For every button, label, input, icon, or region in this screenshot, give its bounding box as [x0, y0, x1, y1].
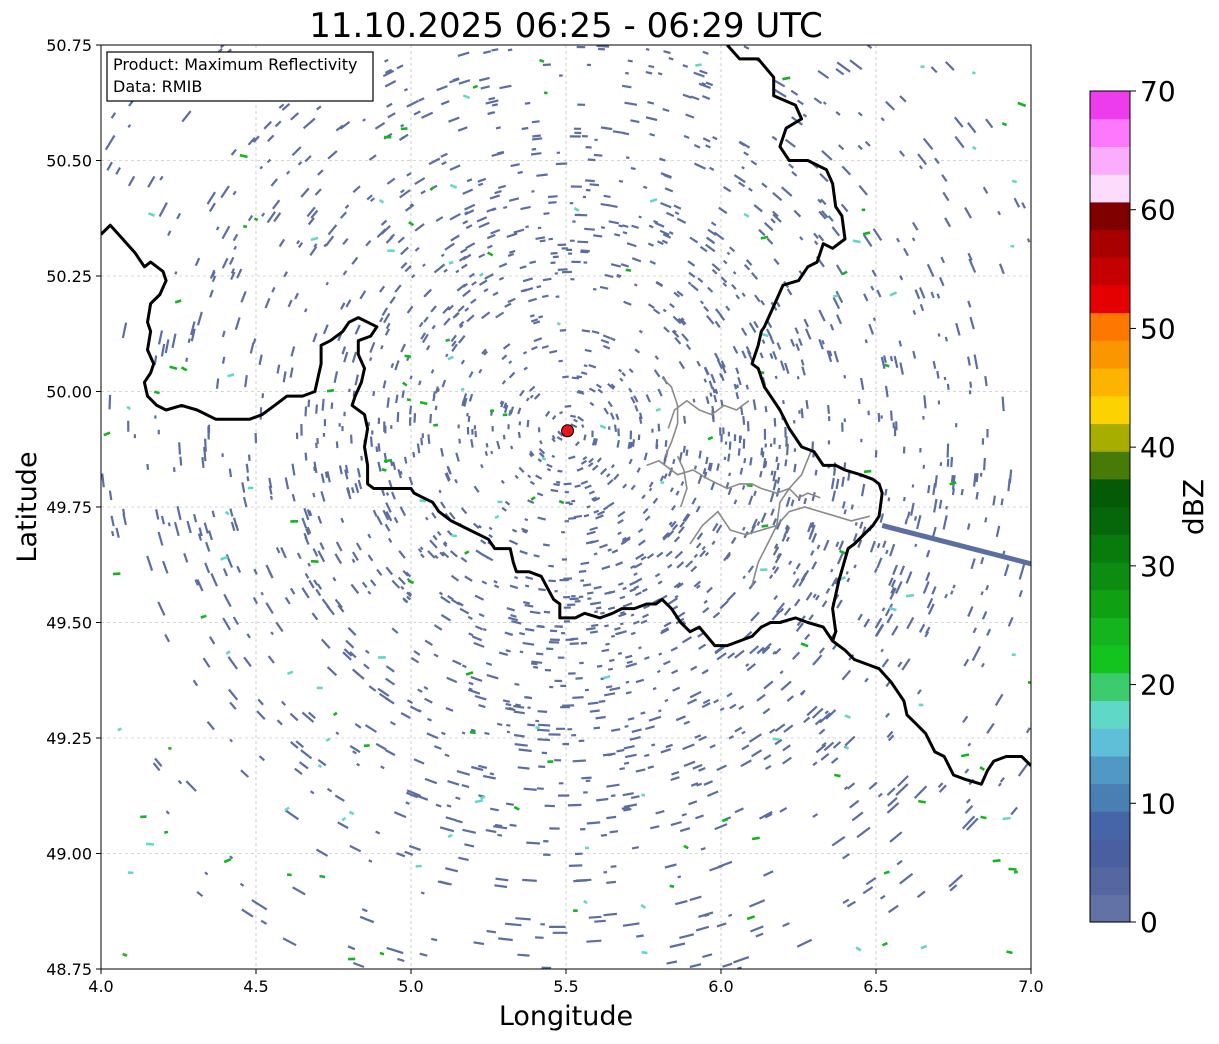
colorbar-segment [1090, 866, 1130, 895]
colorbar-segment [1090, 478, 1130, 508]
colorbar-tick-label: 70 [1140, 75, 1176, 108]
echo-medium-reflectivity [103, 54, 1031, 961]
x-axis-label: Longitude [499, 1001, 633, 1032]
regional-border [751, 451, 812, 586]
colorbar-segment [1090, 368, 1130, 397]
national-border [101, 223, 1031, 786]
colorbar-segment [1090, 340, 1130, 369]
y-tick-label: 50.50 [46, 152, 92, 171]
info-box-product: Product: Maximum Reflectivity [113, 55, 357, 74]
x-tick-label: 7.0 [1018, 977, 1043, 996]
colorbar-segment [1090, 506, 1130, 535]
colorbar-segment [1090, 894, 1130, 923]
echo-interference-streak [881, 523, 1031, 567]
colorbar-segment [1090, 257, 1130, 286]
colorbar-tick-label: 10 [1140, 787, 1176, 820]
colorbar-segment [1090, 534, 1130, 563]
colorbar-segment [1090, 700, 1130, 729]
national-border [726, 45, 884, 642]
echo-mid-low-reflectivity [117, 55, 1018, 955]
colorbar-label: dBZ [1177, 479, 1210, 535]
y-axis-ticks: 48.75 49.00 49.25 49.50 49.75 50.00 50.25 50.50… [46, 36, 101, 979]
colorbar: 0 10 20 30 40 50 60 70 [1089, 75, 1176, 939]
colorbar-segment [1090, 645, 1130, 674]
colorbar-segment [1090, 755, 1130, 785]
y-tick-label: 49.75 [46, 498, 92, 517]
y-tick-label: 48.75 [46, 960, 92, 979]
country-borders [101, 45, 1031, 786]
colorbar-segment [1090, 229, 1130, 258]
colorbar-segment [1090, 561, 1130, 591]
regional-border [676, 455, 688, 508]
colorbar-frame [1089, 90, 1131, 923]
colorbar-segment [1090, 617, 1130, 646]
info-box-frame [106, 51, 374, 102]
colorbar-tick-label: 40 [1140, 431, 1176, 464]
colorbar-segment [1090, 312, 1130, 341]
colorbar-tick-label: 60 [1140, 194, 1176, 227]
colorbar-segment [1090, 451, 1130, 480]
radar-echoes [101, 45, 1031, 969]
colorbar-segment [1090, 146, 1130, 175]
colorbar-tick-label: 20 [1140, 669, 1176, 702]
colorbar-segment [1090, 201, 1130, 231]
x-tick-label: 4.0 [88, 977, 113, 996]
colorbar-segment [1090, 118, 1130, 147]
x-tick-label: 5.5 [553, 977, 578, 996]
colorbar-segment [1090, 395, 1130, 424]
regional-border [661, 377, 679, 457]
x-tick-label: 6.5 [863, 977, 888, 996]
y-tick-label: 49.50 [46, 614, 92, 633]
y-tick-label: 50.00 [46, 383, 92, 402]
regional-border [646, 459, 821, 499]
colorbar-segment [1090, 672, 1130, 701]
y-tick-label: 50.75 [46, 36, 92, 55]
colorbar-segment [1090, 783, 1130, 812]
colorbar-segment [1090, 174, 1130, 203]
colorbar-segment [1090, 838, 1130, 868]
colorbar-segment [1090, 91, 1130, 120]
x-tick-label: 4.5 [243, 977, 268, 996]
info-box-data-source: Data: RMIB [113, 77, 202, 96]
y-tick-label: 49.00 [46, 845, 92, 864]
figure-title: 11.10.2025 06:25 - 06:29 UTC [309, 6, 823, 46]
y-tick-label: 49.25 [46, 729, 92, 748]
radar-site-marker [561, 424, 575, 438]
colorbar-segment [1090, 728, 1130, 757]
colorbar-tick-label: 30 [1140, 550, 1176, 583]
colorbar-tick-label: 50 [1140, 312, 1176, 345]
regional-border [667, 399, 750, 429]
x-axis-ticks: 4.0 4.5 5.0 5.5 6.0 6.5 7.0 [88, 969, 1044, 996]
colorbar-tick-label: 0 [1140, 906, 1158, 939]
colorbar-segment [1090, 423, 1130, 452]
x-tick-label: 5.0 [398, 977, 423, 996]
colorbar-segment [1090, 589, 1130, 618]
colorbar-segment [1090, 811, 1130, 840]
y-axis-label: Latitude [12, 451, 43, 562]
y-tick-label: 50.25 [46, 267, 92, 286]
x-tick-label: 6.0 [708, 977, 733, 996]
info-box: Product: Maximum Reflectivity Data: RMIB [106, 51, 374, 102]
colorbar-segment [1090, 284, 1130, 314]
